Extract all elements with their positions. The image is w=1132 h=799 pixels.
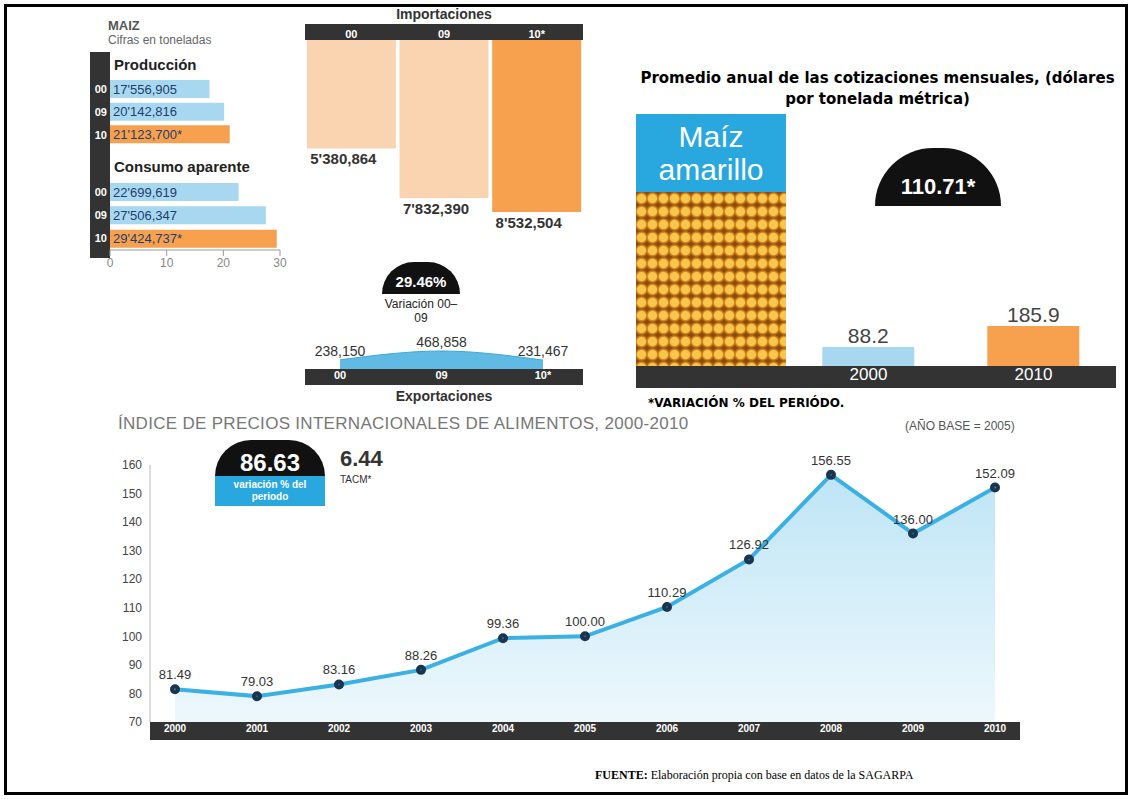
svg-text:09: 09 [438,28,450,40]
html-text:110.71*: 110.71* [900,174,976,199]
svg-text:8'532,504: 8'532,504 [496,214,563,231]
svg-text:150: 150 [122,487,142,501]
svg-text:2004: 2004 [492,723,515,734]
svg-text:90: 90 [129,658,143,672]
svg-text:88.2: 88.2 [848,324,889,347]
svg-text:2010: 2010 [1015,365,1053,384]
svg-text:20'142,816: 20'142,816 [113,104,177,119]
html-text:Promedio anual de las cotizaci: Promedio anual de las cotizaciones mensu… [640,69,1115,108]
svg-text:120: 120 [122,572,142,586]
svg-text:80: 80 [129,687,143,701]
html-text:Maíz amarillo: Maíz amarillo [658,120,764,186]
html-text:Producción: Producción [114,56,197,73]
svg-text:0: 0 [107,256,114,270]
svg-text:79.03: 79.03 [241,674,274,689]
svg-text:130: 130 [122,544,142,558]
svg-text:140: 140 [122,515,142,529]
svg-text:2005: 2005 [574,723,597,734]
svg-text:00: 00 [95,186,107,198]
svg-text:468,858: 468,858 [416,335,467,350]
svg-text:7'832,390: 7'832,390 [403,200,469,217]
svg-text:21'123,700*: 21'123,700* [113,127,182,142]
html-text:(AÑO BASE = 2005): (AÑO BASE = 2005) [905,419,1015,433]
html-text:variación % del periodo: variación % del periodo [233,479,307,502]
html-text:Exportaciones: Exportaciones [395,388,493,404]
svg-text:2000: 2000 [850,365,888,384]
svg-text:152.09: 152.09 [975,466,1015,481]
svg-text:238,150: 238,150 [315,343,366,359]
svg-text:09: 09 [95,106,107,118]
html-text:ÍNDICE DE PRECIOS INTERNACIONA: ÍNDICE DE PRECIOS INTERNACIONALES DE ALI… [118,414,689,433]
svg-text:81.49: 81.49 [159,667,192,682]
svg-text:2006: 2006 [656,723,679,734]
svg-text:2001: 2001 [246,723,269,734]
svg-text:10: 10 [95,232,107,244]
html-text:TACM*: TACM* [340,474,372,485]
svg-text:5'380,864: 5'380,864 [310,150,377,167]
html-text:Importaciones: Importaciones [396,6,492,22]
html-text:86.63: 86.63 [240,449,300,476]
svg-text:10*: 10* [528,28,545,40]
svg-text:2008: 2008 [820,723,843,734]
svg-text:185.9: 185.9 [1007,303,1060,326]
html-text:Consumo aparente: Consumo aparente [114,158,250,175]
svg-text:2010: 2010 [984,723,1007,734]
svg-text:100: 100 [122,630,142,644]
svg-text:29'424,737*: 29'424,737* [113,231,182,246]
svg-text:10: 10 [160,256,174,270]
svg-text:2007: 2007 [738,723,761,734]
svg-text:2009: 2009 [902,723,925,734]
svg-text:2003: 2003 [410,723,433,734]
html-text:*VARIACIÓN % DEL PERIÓDO.: *VARIACIÓN % DEL PERIÓDO. [648,396,845,410]
html-text:Variación 00–09: Variación 00–09 [384,297,458,325]
svg-text:2000: 2000 [164,723,187,734]
svg-text:126.92: 126.92 [729,537,769,552]
svg-text:99.36: 99.36 [487,616,520,631]
svg-text:00: 00 [95,83,107,95]
svg-text:156.55: 156.55 [811,453,851,468]
html-text:29.46%: 29.46% [395,273,447,290]
svg-text:27'506,347: 27'506,347 [113,208,177,223]
html-text:6.44: 6.44 [340,446,383,471]
svg-text:00: 00 [334,369,346,381]
svg-text:88.26: 88.26 [405,648,438,663]
svg-text:70: 70 [129,715,143,729]
svg-text:09: 09 [435,369,447,381]
svg-text:09: 09 [95,209,107,221]
html-text:Cifras en toneladas: Cifras en toneladas [108,33,212,47]
svg-text:231,467: 231,467 [518,343,569,359]
svg-text:110: 110 [123,601,142,615]
svg-text:20: 20 [217,256,231,270]
svg-text:22'699,619: 22'699,619 [113,185,177,200]
html-text:MAIZ: MAIZ [108,18,140,33]
svg-text:17'556,905: 17'556,905 [113,82,177,97]
svg-text:2002: 2002 [328,723,351,734]
svg-text:160: 160 [122,458,142,472]
html-text:FUENTE: Elaboración propia con: FUENTE: Elaboración propia con base en d… [595,768,914,782]
svg-text:00: 00 [345,28,357,40]
svg-text:100.00: 100.00 [565,614,605,629]
svg-text:136.00: 136.00 [893,512,933,527]
svg-text:10: 10 [95,129,107,141]
svg-text:10*: 10* [535,369,552,381]
svg-text:30: 30 [273,256,287,270]
svg-text:110.29: 110.29 [648,585,687,600]
svg-text:83.16: 83.16 [323,662,356,677]
